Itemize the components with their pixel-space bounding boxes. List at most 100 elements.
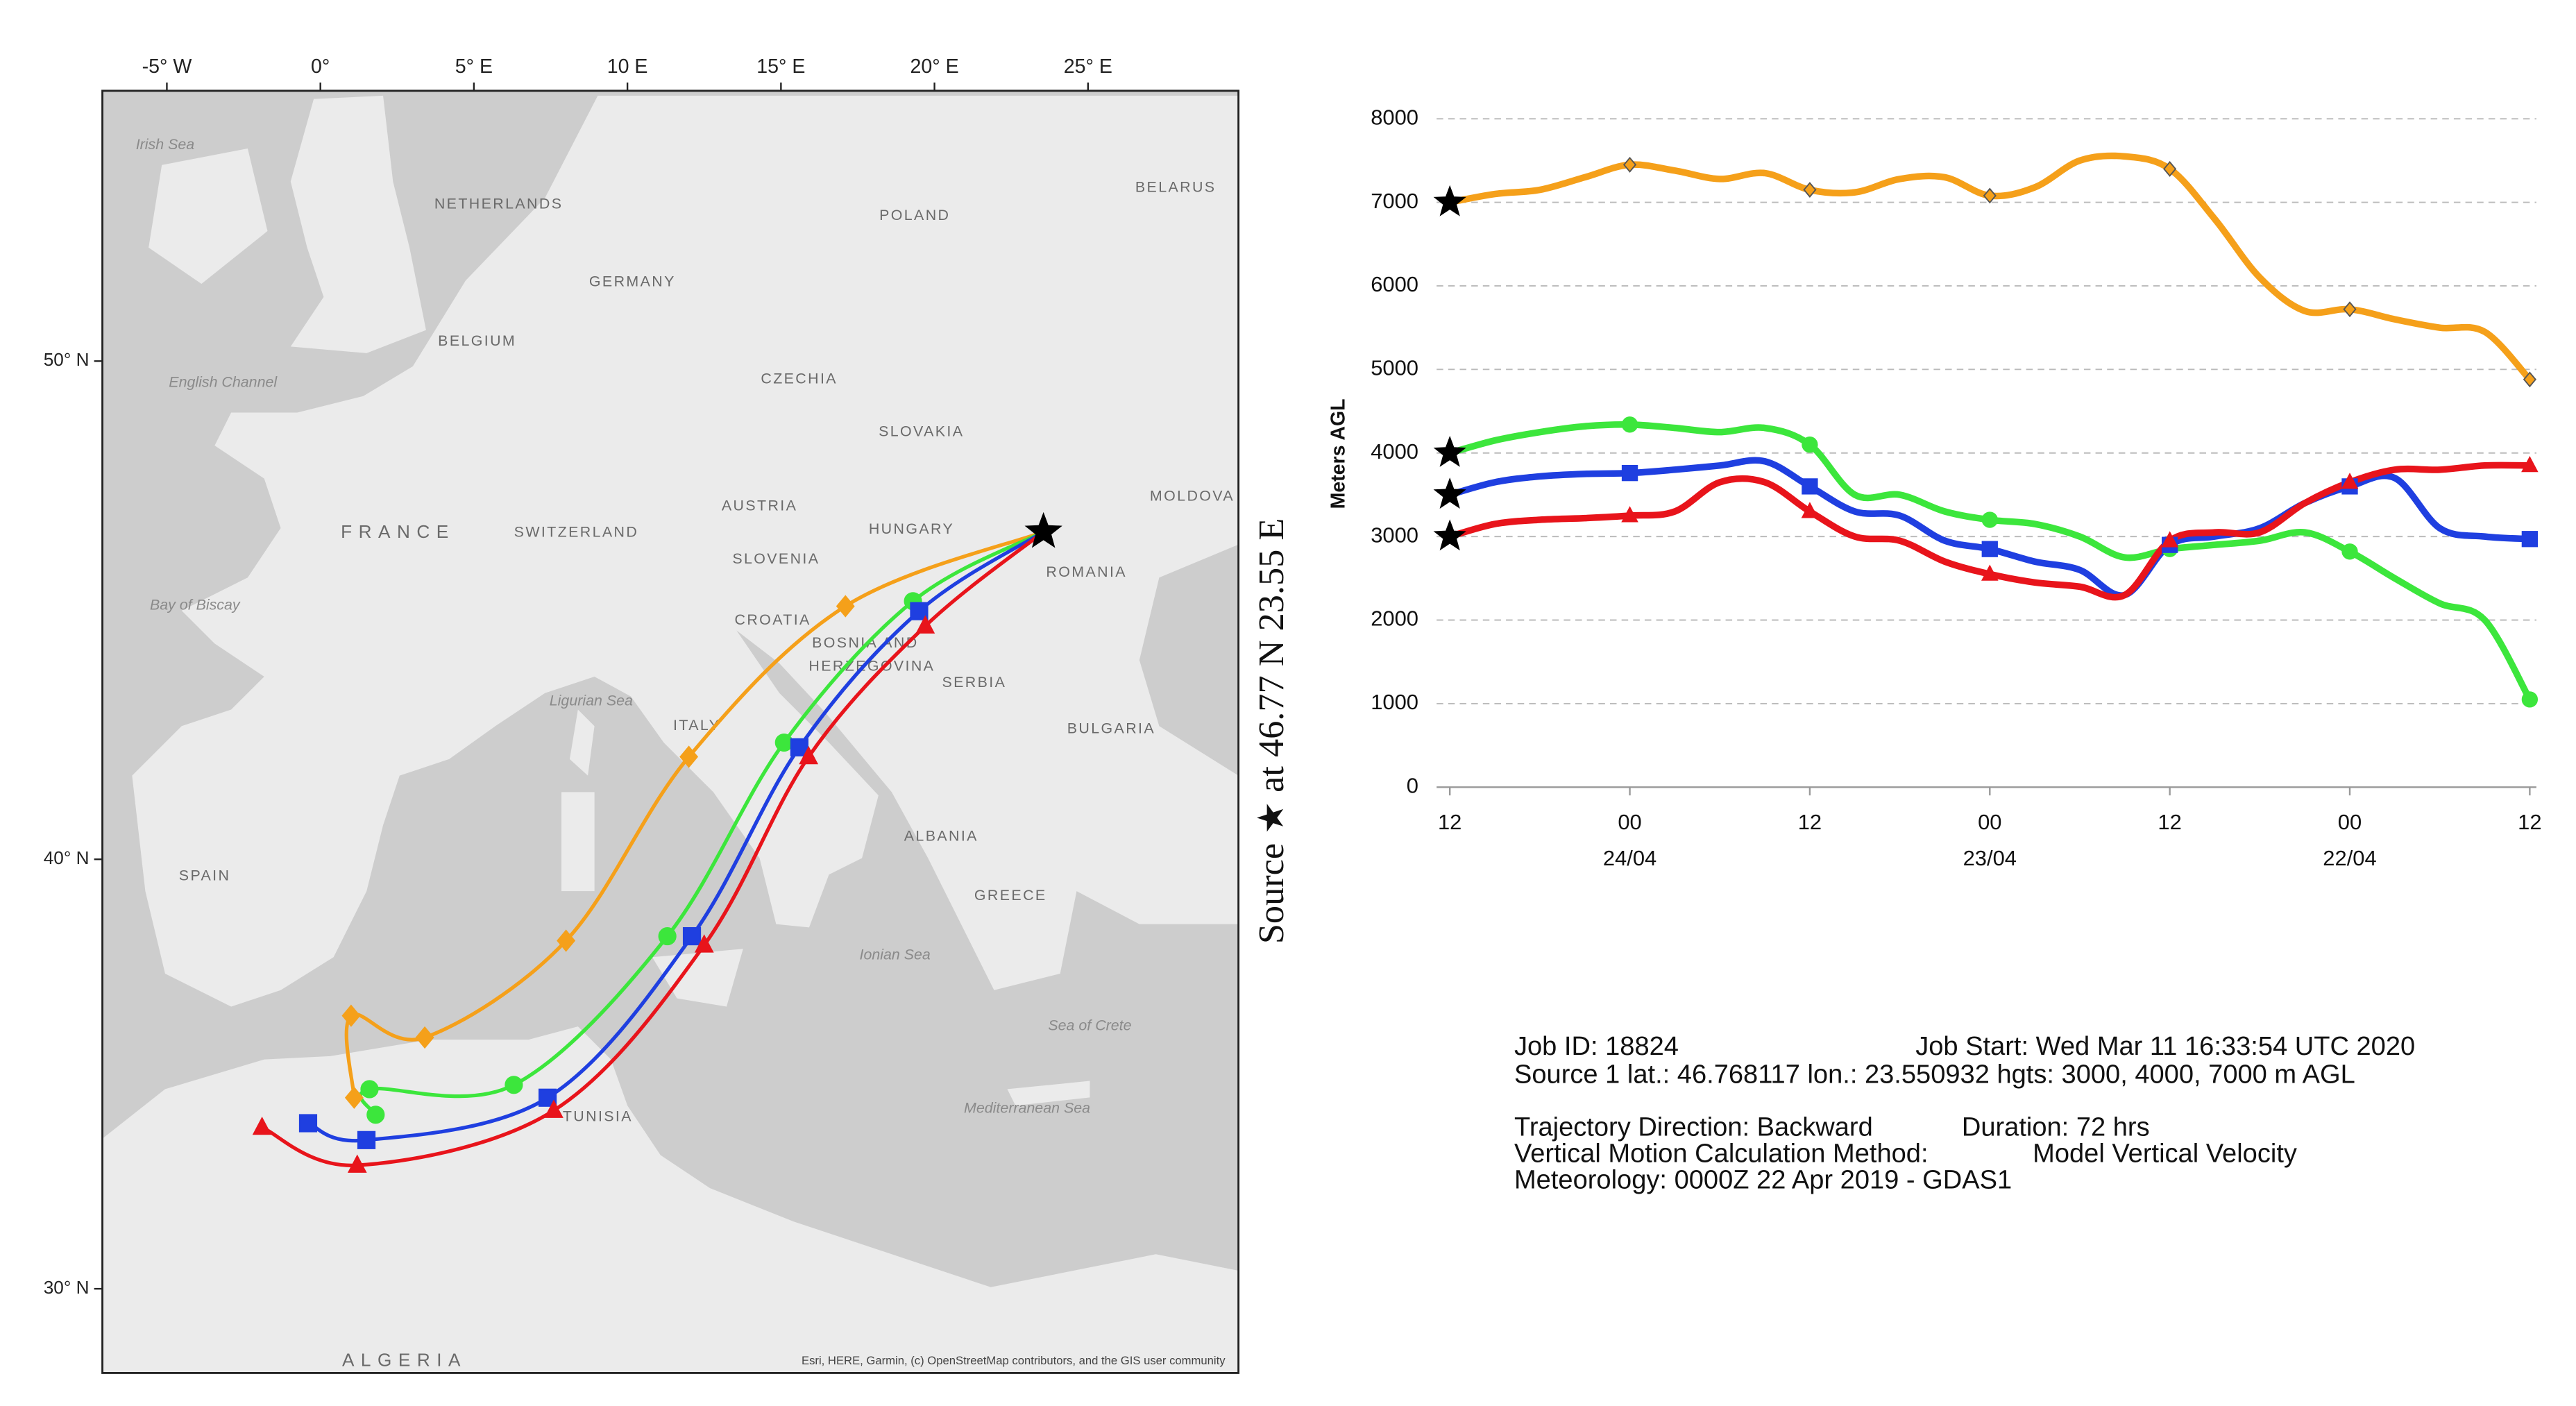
map-labels: Irish Sea NETHERLANDS POLAND BELARUS GERMANY… xyxy=(136,136,1233,1371)
info-line: Vertical Motion Calculation Method: xyxy=(1514,1140,1929,1169)
y-tick-label: 2000 xyxy=(1371,607,1418,631)
source-label: Source ★ at 46.77 N 23.55 E xyxy=(1251,518,1291,945)
x-tick-label: 25° E xyxy=(1064,56,1112,78)
marker xyxy=(2343,301,2357,318)
place-label: FRANCE xyxy=(341,521,455,542)
place-label: AUSTRIA xyxy=(722,498,797,514)
place-label: Sea of Crete xyxy=(1048,1017,1131,1034)
y-tick-label: 1000 xyxy=(1371,690,1418,714)
marker xyxy=(347,1154,367,1173)
y-tick-label: 5000 xyxy=(1371,356,1418,380)
land xyxy=(132,95,1239,1007)
x-tick-label: 00 xyxy=(2338,810,2362,834)
place-label: Mediterranean Sea xyxy=(964,1100,1090,1117)
marker xyxy=(2161,531,2178,548)
marker xyxy=(1801,502,1819,518)
land xyxy=(561,792,595,892)
marker xyxy=(2521,531,2539,548)
job-info: Job ID: 18824 Job Start: Wed Mar 11 16:3… xyxy=(1514,1032,2415,1195)
marker xyxy=(544,1099,564,1118)
trajectory xyxy=(344,530,1044,1098)
marker xyxy=(341,1004,361,1027)
y-tick-label: 6000 xyxy=(1371,272,1418,296)
y-tick-label: 3000 xyxy=(1371,523,1418,547)
marker xyxy=(298,1114,318,1133)
y-tick-label: 4000 xyxy=(1371,439,1418,464)
x-tick-label: 00 xyxy=(1618,810,1641,834)
place-label: Ligurian Sea xyxy=(550,692,633,709)
marker xyxy=(357,1130,376,1149)
marker xyxy=(915,615,935,634)
x-tick-label: 15° E xyxy=(756,56,805,78)
series-line xyxy=(1448,421,2533,702)
altitude-chart: 0 1000 2000 3000 4000 5000 6000 7000 8000 12 00 12 0… xyxy=(1327,105,2541,870)
y-tick-label: 30° N xyxy=(44,1277,90,1298)
place-label: ITALY xyxy=(673,717,720,734)
marker xyxy=(1981,564,1999,581)
marker xyxy=(910,602,929,620)
marker xyxy=(1433,435,1466,467)
marker xyxy=(252,1116,272,1135)
marker xyxy=(557,929,576,952)
marker xyxy=(1802,478,1818,495)
place-label: POLAND xyxy=(879,207,950,223)
place-label: Bay of Biscay xyxy=(150,596,241,613)
land xyxy=(652,949,743,1007)
place-label: TUNISIA xyxy=(563,1108,633,1125)
x-tick-label: 12 xyxy=(2518,810,2541,834)
source-star xyxy=(1024,511,1062,548)
marker xyxy=(2341,473,2359,489)
place-label: SERBIA xyxy=(942,674,1007,691)
marker xyxy=(799,745,819,765)
x-tick-label: 0° xyxy=(311,56,330,78)
x-tick-label: 5° E xyxy=(455,56,493,78)
place-label: CROATIA xyxy=(735,611,811,628)
x-tick-label: 20° E xyxy=(910,56,959,78)
marker xyxy=(344,1086,364,1109)
marker xyxy=(679,745,699,768)
info-line: Job Start: Wed Mar 11 16:33:54 UTC 2020 xyxy=(1915,1032,2415,1061)
place-label: HERZEGOVINA xyxy=(808,657,935,674)
marker xyxy=(1981,541,1998,557)
land xyxy=(149,149,268,285)
place-label: English Channel xyxy=(169,373,278,390)
info-line: Model Vertical Velocity xyxy=(2033,1140,2297,1169)
marker xyxy=(2521,455,2539,473)
place-label: SWITZERLAND xyxy=(514,524,639,541)
marker xyxy=(539,1088,557,1107)
y-tick-label: 7000 xyxy=(1371,189,1418,213)
info-line: Meteorology: 0000Z 22 Apr 2019 - GDAS1 xyxy=(1514,1166,2012,1195)
place-label: NETHERLANDS xyxy=(434,196,563,212)
place-label: BELGIUM xyxy=(438,332,516,349)
place-label: SLOVAKIA xyxy=(879,423,964,440)
map-trajectories xyxy=(252,511,1062,1173)
x-tick-label: 12 xyxy=(2158,810,2181,834)
place-label: Irish Sea xyxy=(136,136,195,153)
land xyxy=(1007,1081,1090,1106)
place-label: GERMANY xyxy=(589,273,676,289)
y-tick-label: 50° N xyxy=(44,349,90,370)
place-label: ALBANIA xyxy=(904,827,978,844)
marker xyxy=(415,1026,434,1049)
marker xyxy=(1981,511,1998,528)
x-tick-label: 12 xyxy=(1798,810,1822,834)
marker xyxy=(360,1080,379,1099)
place-label: HUNGARY xyxy=(869,520,954,537)
x-tick-label: 12 xyxy=(1438,810,1461,834)
info-line: Source 1 lat.: 46.768117 lon.: 23.550932… xyxy=(1514,1060,2355,1089)
marker xyxy=(1983,187,1997,204)
attribution: Esri, HERE, Garmin, (c) OpenStreetMap co… xyxy=(802,1354,1226,1367)
place-label: SLOVENIA xyxy=(732,550,820,567)
info-line: Job ID: 18824 xyxy=(1514,1032,1679,1061)
x-tick-label: 10 E xyxy=(607,56,648,78)
marker xyxy=(790,738,808,756)
marker xyxy=(1803,182,1817,198)
marker xyxy=(1433,185,1466,217)
marker xyxy=(774,733,793,752)
land xyxy=(290,95,426,353)
marker xyxy=(1802,437,1818,453)
y-tick-label: 0 xyxy=(1407,773,1418,797)
land xyxy=(569,709,595,776)
place-label: ALGERIA xyxy=(342,1350,467,1371)
